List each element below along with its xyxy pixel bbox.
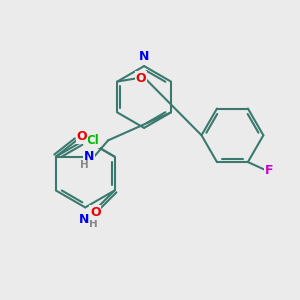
Text: N: N bbox=[139, 50, 149, 63]
Text: O: O bbox=[90, 206, 101, 219]
Text: O: O bbox=[76, 130, 87, 143]
Text: Cl: Cl bbox=[87, 134, 100, 147]
Text: F: F bbox=[265, 164, 273, 177]
Text: N: N bbox=[84, 149, 94, 163]
Text: H: H bbox=[80, 160, 89, 170]
Text: H: H bbox=[89, 219, 98, 229]
Text: O: O bbox=[136, 71, 146, 85]
Text: N: N bbox=[79, 213, 89, 226]
